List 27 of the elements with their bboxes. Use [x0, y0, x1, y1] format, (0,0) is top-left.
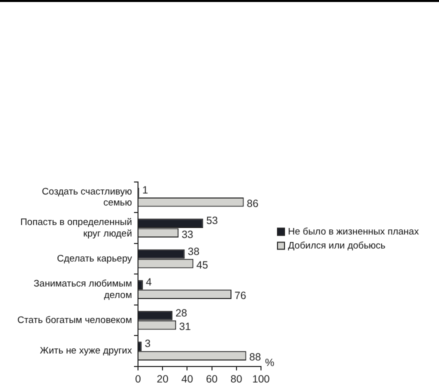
data-label: 28	[175, 307, 188, 320]
y-tick-label: Заниматься любимым делом	[34, 278, 132, 301]
y-tick-label: Попасть в определенный круг людей	[20, 217, 132, 240]
data-label: 3	[144, 338, 151, 350]
y-tick-label: Создать счастливую семью	[42, 186, 132, 209]
data-label: 4	[146, 276, 152, 289]
data-label: 33	[182, 228, 194, 241]
y-tick-label: Сделать карьеру	[56, 253, 132, 264]
y-tick-label: Стать богатым человеком	[17, 314, 132, 326]
x-tick-label: 40	[181, 374, 194, 386]
data-label: 88	[249, 352, 262, 364]
data-label: 53	[206, 215, 218, 228]
y-tick-label: Жить не хуже других	[40, 346, 132, 357]
x-tick-label: 80	[230, 374, 242, 386]
x-axis-title: %	[265, 357, 274, 370]
legend-label: Не было в жизненных планах	[288, 226, 420, 238]
data-label: 76	[234, 290, 246, 302]
data-label: 86	[246, 198, 259, 210]
data-label: 38	[188, 246, 200, 258]
x-tick-label: 20	[156, 374, 169, 386]
data-label: 45	[196, 259, 208, 272]
x-tick-label: 100	[252, 374, 270, 386]
x-tick-label: 60	[206, 374, 218, 386]
data-label: 31	[179, 320, 191, 333]
x-tick-label: 0	[135, 374, 142, 386]
legend-label: Добился или добьюсь	[288, 240, 386, 252]
data-label: 1	[142, 184, 148, 196]
